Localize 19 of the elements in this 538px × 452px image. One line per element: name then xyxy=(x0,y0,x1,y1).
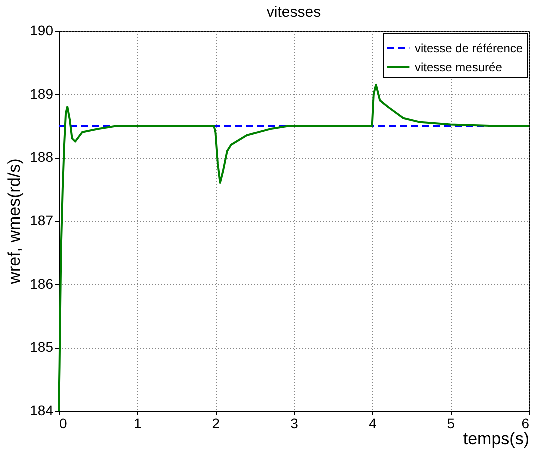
y-tick-label: 187 xyxy=(30,212,54,228)
x-tick-label: 4 xyxy=(368,416,377,432)
x-tick-label: 1 xyxy=(134,416,142,432)
y-tick-label: 185 xyxy=(30,339,54,356)
legend-label: vitesse de référence xyxy=(415,42,524,56)
chart-title: vitesses xyxy=(266,4,322,21)
x-tick-label: 2 xyxy=(212,416,220,432)
x-tick-label: 0 xyxy=(60,416,68,432)
y-tick-label: 184 xyxy=(30,402,54,418)
y-tick-label: 188 xyxy=(30,149,54,166)
x-tick-label: 3 xyxy=(290,416,299,432)
y-tick-label: 186 xyxy=(30,276,54,292)
y-axis-title: wref, wmes(rd/s) xyxy=(5,158,24,286)
x-tick-label: 5 xyxy=(447,416,456,432)
y-tick-label: 190 xyxy=(30,22,54,38)
y-tick-label: 189 xyxy=(30,86,54,102)
x-axis-title: temps(s) xyxy=(463,430,530,448)
legend-label: vitesse mesurée xyxy=(415,60,503,74)
x-tick-label: 6 xyxy=(522,416,530,432)
